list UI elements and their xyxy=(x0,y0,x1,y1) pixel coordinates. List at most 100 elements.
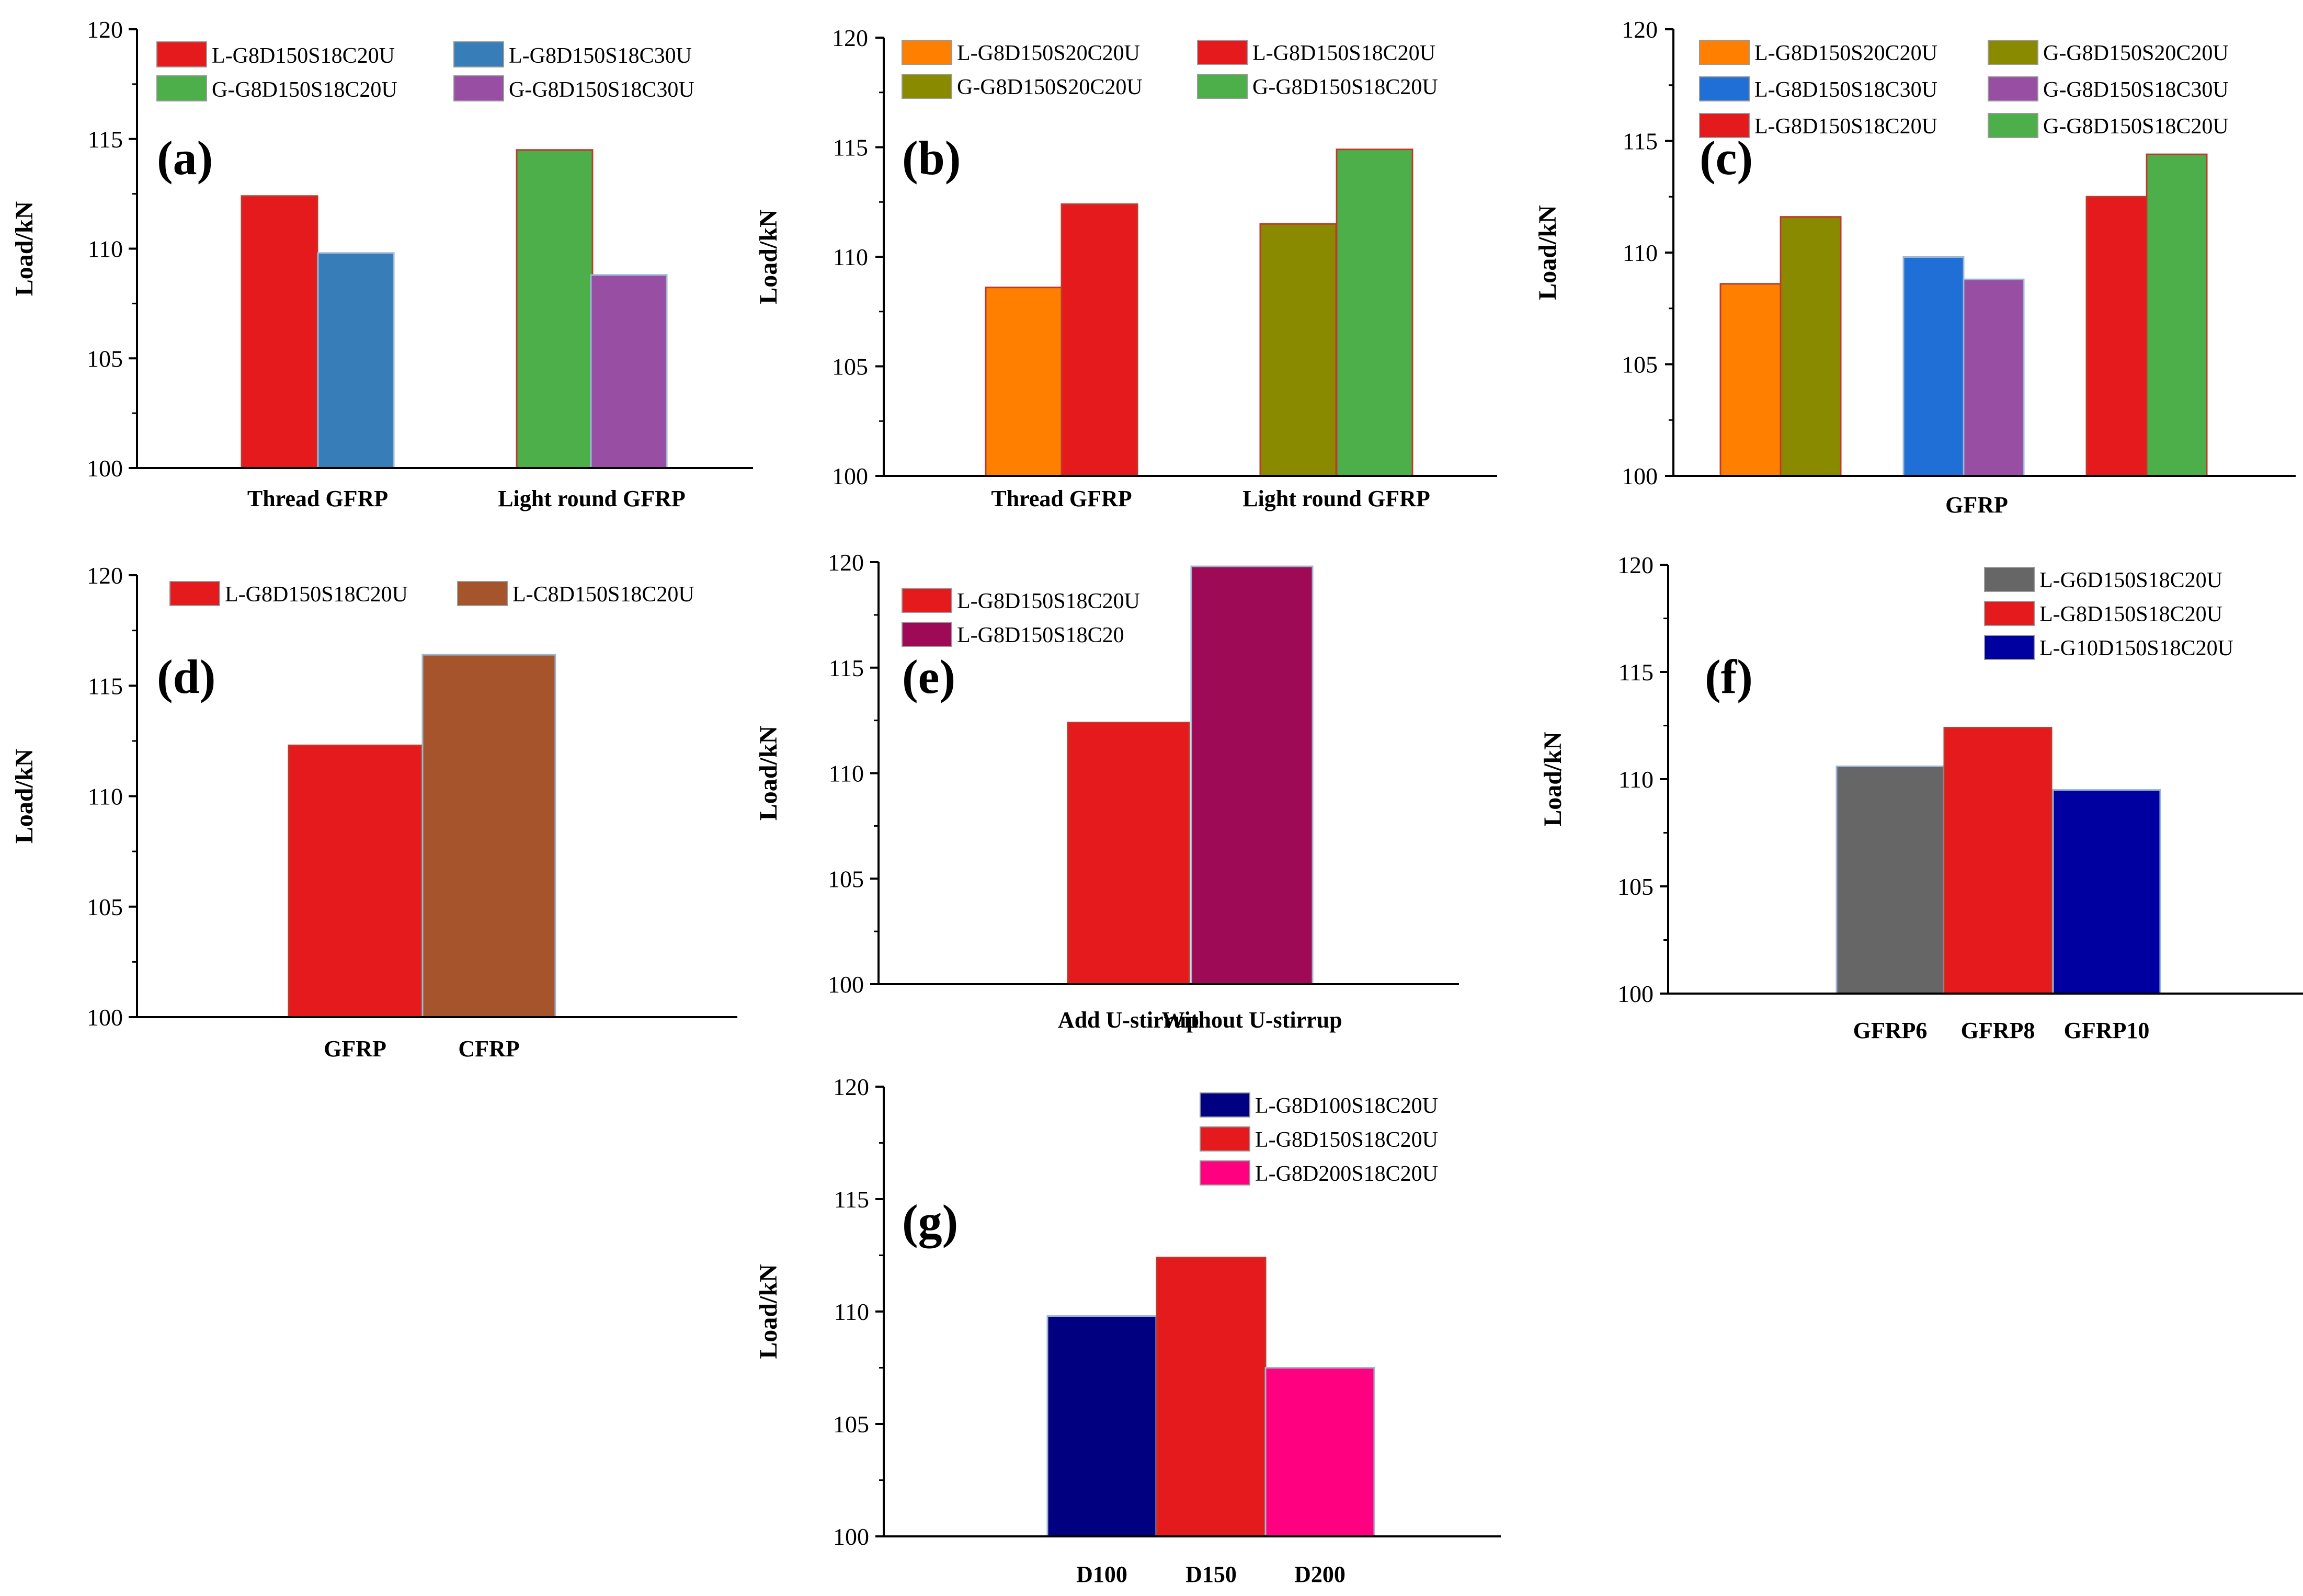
bar-g-g8d150s18c30u xyxy=(590,274,668,469)
legend-swatch xyxy=(1988,40,2038,65)
bar-l-g8d150s18c20 xyxy=(1190,565,1314,985)
x-category-label: Without U-stirrup xyxy=(1161,1007,1342,1033)
y-tick-label: 100 xyxy=(833,1523,869,1550)
bar-l-g8d150s18c20u xyxy=(2085,196,2148,477)
panel-tag: (d) xyxy=(157,650,215,703)
x-category-label: D200 xyxy=(1294,1561,1346,1587)
bar-l-g8d150s18c30u xyxy=(1902,256,1965,477)
y-tick-label: 120 xyxy=(87,16,123,43)
y-axis-title: Load/kN xyxy=(10,201,38,296)
y-tick-label: 115 xyxy=(829,655,864,681)
y-tick-label: 115 xyxy=(88,126,123,153)
legend-swatch xyxy=(156,75,207,101)
y-tick-label: 105 xyxy=(1622,351,1658,378)
bar-l-g8d100s18c20u xyxy=(1046,1315,1157,1537)
legend-label: L-G8D150S20C20U xyxy=(1754,41,1937,65)
legend-swatch xyxy=(457,581,508,606)
bar-g-g8d150s20c20u xyxy=(1780,216,1842,477)
y-tick-label: 120 xyxy=(832,25,868,51)
x-axis-title: GFRP xyxy=(1945,492,2008,518)
legend-label: G-G8D150S18C20U xyxy=(212,78,397,102)
chart-panel-1: 100 105 110 115 120 Thread GFRP Light round GF… xyxy=(10,16,753,511)
chart-panel-2: 100 105 110 115 120 Thread GFRP Light round GF… xyxy=(755,25,1497,511)
legend: L-G8D150S20C20U L-G8D150S18C20U G-G8D150S2… xyxy=(902,40,1438,99)
y-axis-title: Load/kN xyxy=(10,748,38,843)
y-tick-label: 120 xyxy=(1617,552,1654,578)
legend-label: G-G8D150S20C20U xyxy=(2043,41,2229,65)
legend-label: L-G8D150S18C20U xyxy=(957,589,1140,613)
legend-swatch xyxy=(169,581,220,606)
y-tick-label: 105 xyxy=(828,865,864,892)
x-category-label: Thread GFRP xyxy=(247,486,388,511)
legend-swatch xyxy=(902,588,952,613)
y-tick-label: 115 xyxy=(1623,128,1658,155)
panel-tag: (g) xyxy=(902,1195,958,1248)
legend-label: L-G8D150S18C30U xyxy=(509,44,692,68)
legend-label: G-G8D150S18C30U xyxy=(509,78,694,102)
bar-l-g8d150s20c20u xyxy=(985,287,1063,477)
legend-label: G-G8D150S18C20U xyxy=(1252,75,1438,99)
legend-label: L-G8D150S18C20U xyxy=(225,583,408,607)
bar-l-g8d150s18c30u xyxy=(317,252,395,469)
y-tick-label: 120 xyxy=(87,562,123,589)
bar-l-g8d150s18c20u xyxy=(1943,727,2053,995)
legend-label: L-G8D150S18C20U xyxy=(2039,602,2222,626)
y-axis-title: Load/kN xyxy=(1539,732,1567,827)
legend-label: G-G8D150S18C20U xyxy=(2043,115,2229,139)
bar-l-c8d150s18c20u xyxy=(421,654,556,1018)
bar-l-g8d150s18c20u xyxy=(288,744,423,1018)
x-category-label: Thread GFRP xyxy=(991,486,1132,511)
y-tick-label: 110 xyxy=(829,760,864,787)
legend: L-G8D150S18C20U L-G8D150S18C20 xyxy=(902,588,1140,647)
panel-tag: (f) xyxy=(1705,650,1753,703)
bar-l-g8d150s18c20u xyxy=(241,195,318,469)
y-tick-label: 120 xyxy=(828,549,864,576)
bar-l-g8d150s18c20u xyxy=(1061,203,1138,477)
y-tick-label: 110 xyxy=(1623,240,1658,266)
y-tick-label: 100 xyxy=(828,971,864,998)
y-axis-title: Load/kN xyxy=(755,725,782,820)
panel-tag: (c) xyxy=(1700,131,1753,185)
y-tick-label: 110 xyxy=(1618,766,1654,793)
y-tick-label: 105 xyxy=(833,1411,869,1438)
legend-swatch xyxy=(1699,40,1750,65)
legend-swatch xyxy=(1984,567,2035,592)
y-tick-label: 100 xyxy=(87,1004,123,1031)
y-tick-label: 115 xyxy=(88,672,123,699)
y-tick-label: 100 xyxy=(832,463,868,489)
x-category-label: Add U-stirrup xyxy=(1058,1007,1199,1033)
chart-panel-7: 100 105 110 115 120 D100 D150 D200 Load/kN (g) L-G… xyxy=(755,1074,1501,1587)
legend-swatch xyxy=(1699,113,1750,138)
legend-swatch xyxy=(1988,76,2038,101)
x-category-label: GFRP xyxy=(324,1036,386,1062)
panel-tag: (e) xyxy=(902,650,955,703)
legend-swatch xyxy=(1200,1126,1250,1152)
y-axis-title: Load/kN xyxy=(755,209,782,304)
legend-label: L-G6D150S18C20U xyxy=(2039,568,2222,592)
legend-label: L-G8D150S18C20U xyxy=(1754,115,1937,139)
legend-label: L-G8D200S18C20U xyxy=(1255,1162,1438,1186)
legend-label: L-G8D150S18C20U xyxy=(1255,1128,1438,1152)
y-tick-label: 115 xyxy=(1618,659,1654,686)
x-category-label: Light round GFRP xyxy=(1242,486,1430,511)
bar-l-g8d150s18c20u xyxy=(1067,722,1190,985)
legend-swatch xyxy=(1984,601,2035,626)
legend-swatch xyxy=(1197,74,1248,99)
legend-label: L-G8D100S18C20U xyxy=(1255,1094,1438,1118)
bar-g-g8d150s18c20u xyxy=(2146,153,2208,477)
legend-swatch xyxy=(1988,113,2038,138)
legend-swatch xyxy=(453,75,504,101)
y-tick-label: 110 xyxy=(88,236,123,263)
legend-swatch xyxy=(1984,635,2035,660)
bar-l-g6d150s18c20u xyxy=(1835,765,1945,995)
legend-swatch xyxy=(902,74,952,99)
y-tick-label: 110 xyxy=(834,1298,869,1325)
legend-swatch xyxy=(1699,76,1750,101)
bar-l-g10d150s18c20u xyxy=(2052,789,2161,995)
legend-swatch xyxy=(902,622,952,647)
x-category-label: GFRP10 xyxy=(2064,1018,2150,1043)
legend-label: L-G8D150S20C20U xyxy=(957,41,1140,65)
bar-g-g8d150s20c20u xyxy=(1259,223,1337,477)
